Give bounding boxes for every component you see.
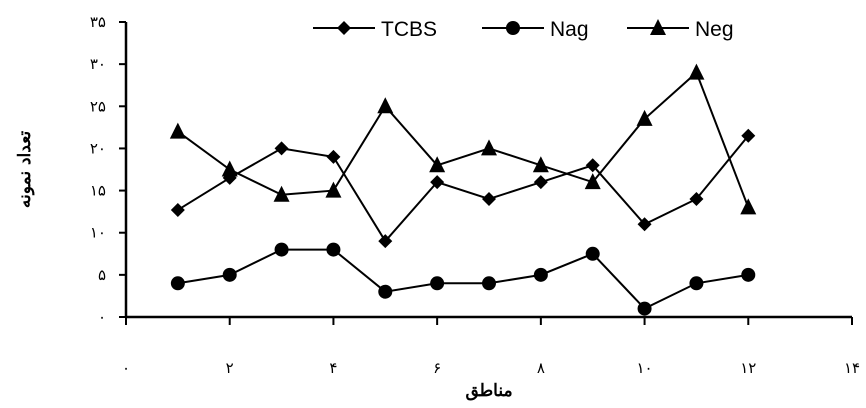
- x-tick-label: ۸: [537, 359, 545, 377]
- point-tcbs: [741, 128, 756, 143]
- axes: [124, 22, 852, 319]
- point-neg: [584, 173, 601, 190]
- x-tick-label: ۰: [122, 359, 130, 377]
- y-tick-label: ۳۵: [90, 13, 106, 31]
- point-tcbs: [274, 141, 289, 156]
- y-ticks: ۰ ۵ ۱۰ ۱۵ ۲۰ ۲۵ ۳۰ ۳۵: [90, 13, 126, 326]
- point-nag: [637, 301, 652, 316]
- point-nag: [222, 267, 237, 282]
- point-neg: [532, 156, 549, 173]
- point-tcbs: [326, 149, 341, 164]
- point-nag: [326, 242, 341, 257]
- series-line-neg: [177, 70, 750, 208]
- x-tick-label: ۲: [226, 359, 234, 377]
- point-nag: [741, 267, 756, 282]
- series-line-nag: [177, 248, 749, 310]
- x-ticks: ۰ ۲ ۴ ۶ ۸ ۱۰ ۱۲ ۱۴: [122, 317, 860, 377]
- y-tick-label: ۳۰: [90, 55, 106, 73]
- point-tcbs: [378, 234, 393, 249]
- point-neg: [325, 181, 342, 198]
- point-nag: [274, 242, 289, 257]
- x-tick-label: ۱۲: [740, 359, 756, 377]
- point-neg: [221, 160, 238, 177]
- legend-marker-neg: [650, 19, 666, 35]
- point-neg: [169, 122, 186, 139]
- legend-marker-nag: [506, 21, 520, 35]
- legend-label-tcbs: TCBS: [381, 18, 437, 41]
- x-tick-label: ۱۰: [637, 359, 653, 377]
- point-tcbs: [170, 202, 185, 217]
- point-neg: [740, 198, 757, 215]
- point-nag: [482, 276, 496, 291]
- legend-label-neg: Neg: [695, 18, 734, 41]
- point-neg: [688, 63, 705, 80]
- y-tick-label: ۵: [98, 266, 106, 284]
- point-neg: [429, 156, 446, 173]
- y-tick-label: ۰: [98, 308, 106, 326]
- point-nag: [533, 267, 548, 282]
- y-tick-label: ۲۵: [90, 97, 106, 115]
- y-axis-title: تعداد نمونه: [15, 131, 35, 209]
- point-nag: [689, 276, 704, 291]
- point-nag: [170, 276, 185, 291]
- point-neg: [377, 97, 394, 114]
- point-nag: [430, 276, 445, 291]
- point-tcbs: [482, 192, 496, 206]
- point-tcbs: [637, 217, 652, 232]
- y-tick-label: ۱۰: [90, 224, 106, 242]
- legend: TCBS Nag Neg: [313, 18, 734, 41]
- series-lines: [177, 70, 750, 310]
- y-tick-label: ۱۵: [90, 182, 106, 200]
- legend-marker-tcbs: [337, 21, 351, 35]
- series-line-tcbs: [177, 135, 750, 243]
- x-tick-label: ۶: [433, 359, 441, 377]
- x-tick-label: ۴: [329, 359, 337, 377]
- point-tcbs: [533, 175, 548, 190]
- point-nag: [585, 246, 600, 261]
- point-neg: [273, 185, 290, 202]
- series-markers: [169, 63, 757, 316]
- point-neg: [636, 109, 653, 126]
- x-axis-title: مناطق: [465, 381, 512, 401]
- y-tick-label: ۲۰: [90, 139, 106, 157]
- point-neg: [481, 139, 497, 156]
- point-nag: [378, 284, 393, 299]
- point-tcbs: [430, 175, 445, 190]
- x-tick-label: ۱۴: [844, 359, 860, 377]
- point-tcbs: [689, 192, 704, 206]
- legend-label-nag: Nag: [550, 18, 589, 41]
- point-tcbs: [585, 158, 600, 173]
